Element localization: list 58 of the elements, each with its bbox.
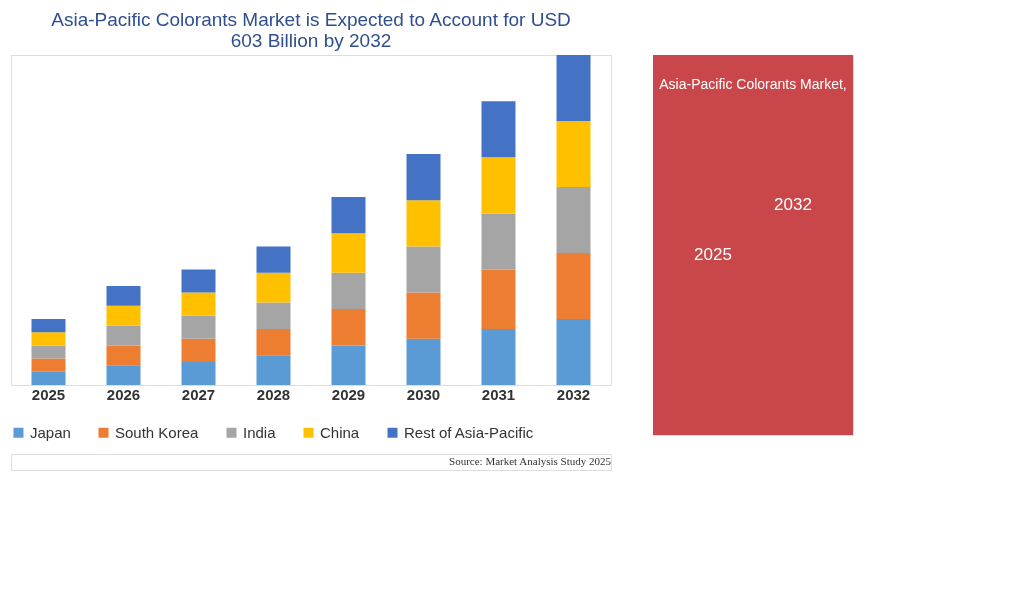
x-tick-label: 2031: [481, 385, 516, 403]
x-tick-label: 2027: [181, 385, 216, 403]
bar: [406, 154, 441, 201]
bar: [31, 345, 66, 359]
bar: [181, 269, 216, 293]
bar: [406, 338, 441, 385]
bar: [556, 55, 591, 121]
bar: [406, 292, 441, 339]
bar: [556, 319, 591, 385]
bar: [556, 121, 591, 187]
text: Asia-Pacific Colorants Market,: [659, 76, 847, 92]
legend-label: Japan: [30, 423, 71, 441]
bar: [331, 345, 366, 385]
text: 2032: [774, 195, 812, 214]
bar: [406, 246, 441, 293]
bar: [106, 325, 141, 346]
bar: [106, 305, 141, 326]
legend-label: Rest of Asia-Pacific: [404, 423, 534, 441]
text: 2025: [694, 245, 732, 264]
x-tick-label: 2029: [331, 385, 366, 403]
bar: [106, 345, 141, 366]
bar: [556, 187, 591, 253]
bar: [181, 315, 216, 339]
bar: [106, 365, 141, 385]
bar: [481, 269, 516, 329]
bar: [556, 253, 591, 319]
bar: [256, 302, 291, 329]
bar: [256, 246, 291, 273]
legend-label: China: [320, 423, 360, 441]
bar: [31, 332, 66, 346]
bar: [256, 328, 291, 356]
chart-title: Asia-Pacific Colorants Market is Expected to Account for USD 603 Billion by 2032: [51, 9, 571, 51]
bar: [106, 286, 141, 306]
bar: [406, 200, 441, 247]
bar: [256, 355, 291, 385]
bar: [31, 371, 66, 385]
x-tick-label: 2026: [106, 385, 141, 403]
legend-label: India: [243, 423, 277, 441]
x-tick-label: 2025: [31, 385, 66, 403]
bar: [481, 101, 516, 158]
bar: [331, 196, 366, 234]
bar: [331, 233, 366, 273]
bar: [331, 309, 366, 346]
x-tick-label: 2030: [406, 385, 441, 403]
x-tick-label: 2032: [556, 385, 591, 403]
bar: [331, 272, 366, 310]
bar: [31, 358, 66, 372]
bar: [181, 361, 216, 385]
bar: [181, 292, 216, 316]
bar: [256, 272, 291, 303]
source-note: Source: Market Analysis Study 2025: [449, 455, 612, 467]
legend-label: South Korea: [115, 423, 200, 441]
bar: [31, 319, 66, 333]
bar: [481, 328, 516, 385]
bar: [481, 157, 516, 214]
bar: [181, 338, 216, 362]
bar: [481, 213, 516, 270]
x-tick-label: 2028: [256, 385, 291, 403]
